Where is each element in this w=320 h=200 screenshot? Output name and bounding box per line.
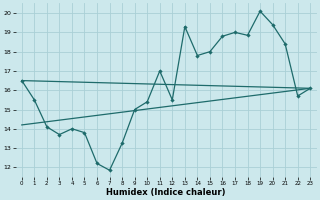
X-axis label: Humidex (Indice chaleur): Humidex (Indice chaleur) — [106, 188, 226, 197]
